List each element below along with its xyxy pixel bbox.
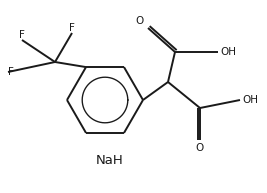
Text: NaH: NaH [96, 153, 124, 167]
Text: O: O [196, 143, 204, 153]
Text: OH: OH [242, 95, 258, 105]
Text: F: F [69, 23, 75, 33]
Text: OH: OH [220, 47, 236, 57]
Text: F: F [19, 30, 25, 40]
Text: F: F [8, 67, 14, 77]
Text: O: O [136, 16, 144, 26]
